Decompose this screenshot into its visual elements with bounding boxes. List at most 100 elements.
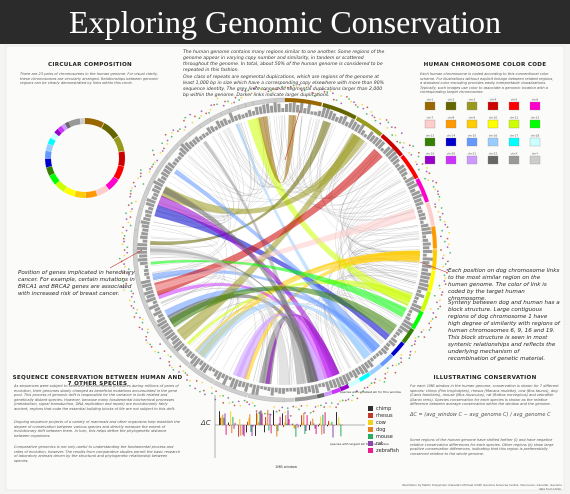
hist-bar (406, 312, 412, 317)
hist-bar (409, 306, 421, 314)
track-dot (159, 343, 162, 346)
hist-bar (421, 226, 431, 232)
track-dot (448, 231, 451, 234)
hist-bar (214, 125, 219, 131)
hist-bar (289, 387, 293, 392)
track-dot (443, 240, 446, 243)
chromosome (323, 390, 333, 397)
mini-chromosome (45, 158, 52, 168)
hist-bar (162, 168, 171, 175)
hist-bar (416, 205, 422, 211)
track-dot (129, 210, 132, 213)
mini-chromosome (74, 190, 86, 199)
track-dot (317, 404, 320, 407)
color-swatch (424, 101, 436, 111)
dog-chromosome (220, 108, 231, 117)
track-dot (447, 243, 450, 246)
track-dot (370, 110, 373, 113)
track-dot (172, 129, 175, 132)
hist-bar (147, 206, 154, 211)
track-dot (366, 106, 369, 109)
hist-bar (254, 106, 260, 116)
track-dot (231, 401, 234, 404)
legend-swatch (368, 413, 373, 418)
conservation-bar (315, 425, 317, 435)
track-dot (139, 316, 141, 319)
track-dot (323, 90, 326, 93)
track-dot (414, 350, 417, 353)
track-dot (298, 408, 300, 411)
track-dot (351, 399, 353, 402)
track-dot (127, 268, 130, 271)
hist-bar (274, 387, 278, 393)
hist-bar (398, 167, 407, 175)
track-dot (208, 111, 210, 114)
hist-bar (300, 386, 304, 394)
hist-bar (177, 155, 182, 161)
track-dot (246, 401, 248, 404)
track-dot (275, 410, 278, 413)
track-dot (384, 373, 387, 375)
hist-bar (416, 289, 422, 294)
pointer (284, 109, 301, 161)
hist-bar (185, 350, 193, 358)
hist-bar (267, 386, 271, 392)
track-dot (314, 406, 317, 408)
track-dot (136, 308, 139, 311)
track-dot (211, 392, 213, 395)
track-dot (154, 350, 156, 353)
hist-bar (144, 209, 153, 215)
track-dot (142, 183, 145, 185)
hist-bar (382, 146, 391, 155)
track-dot (441, 291, 444, 294)
track-dot (378, 379, 381, 382)
track-dot (125, 218, 128, 221)
hist-bar (270, 387, 275, 396)
track-dot (307, 85, 309, 87)
track-dot (233, 101, 236, 104)
synteny-ribbon (195, 301, 371, 360)
track-dot (183, 129, 186, 131)
track-dot (202, 389, 205, 392)
track-dot (204, 393, 206, 396)
track-dot (340, 95, 342, 97)
track-dot (281, 85, 284, 88)
hist-bar (421, 268, 429, 272)
track-dot (361, 103, 364, 106)
hist-bar (206, 126, 213, 135)
hist-bar (144, 213, 152, 218)
legend-swatch (368, 448, 373, 453)
track-dot (228, 402, 231, 404)
hist-bar (417, 285, 428, 292)
conservation-bar (249, 414, 251, 425)
hist-bar (411, 190, 421, 197)
track-dot (129, 224, 132, 227)
section-title: SEQUENCE CONSERVATION BETWEEN HUMAN AND … (12, 375, 183, 387)
conservation-bar (278, 423, 280, 425)
hist-bar (408, 309, 413, 314)
track-dot (240, 96, 243, 99)
track-dot (432, 312, 435, 314)
dup-link (150, 257, 219, 273)
track-dot (441, 257, 444, 260)
hist-bar (422, 235, 427, 239)
conservation-bar (224, 413, 226, 425)
hist-bar (388, 339, 396, 347)
track-dot (243, 399, 246, 402)
track-dot (125, 212, 127, 215)
color-swatch (445, 155, 457, 165)
hist-bar (241, 114, 246, 119)
pointer (109, 249, 143, 269)
track-dot (409, 350, 412, 353)
track-dot (150, 345, 153, 348)
track-dot (191, 121, 194, 124)
track-dot (255, 85, 258, 88)
hist-bar (404, 315, 411, 321)
conservation-bar (287, 410, 289, 425)
dog-chromosome (138, 188, 150, 210)
hist-bar (208, 366, 213, 372)
hist-bar (418, 212, 426, 218)
hist-bar (341, 374, 350, 386)
track-dot (438, 299, 441, 302)
